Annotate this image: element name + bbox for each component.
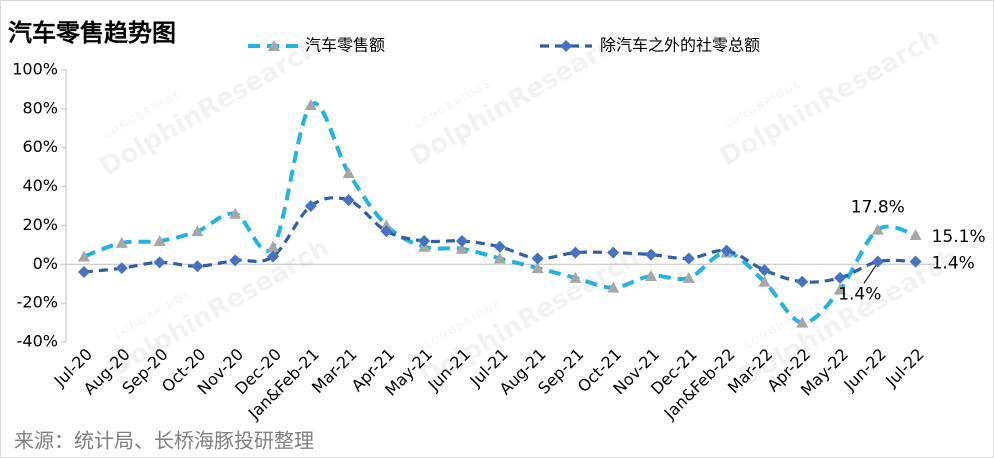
y-tick-label: -40%	[17, 332, 58, 351]
y-tick-label: -20%	[17, 293, 58, 312]
marker	[456, 234, 468, 247]
marker	[418, 234, 431, 247]
marker	[380, 219, 393, 231]
legend-marker	[560, 40, 572, 52]
marker	[909, 228, 922, 240]
marker	[871, 255, 884, 268]
marker	[191, 260, 204, 273]
marker	[191, 225, 204, 237]
marker	[909, 255, 922, 268]
y-tick-label: 80%	[22, 98, 58, 117]
line	[83, 196, 916, 284]
marker	[531, 252, 544, 265]
marker	[267, 250, 279, 263]
marker	[78, 250, 90, 262]
leader-line	[863, 265, 877, 284]
value-label: 1.4%	[838, 285, 881, 305]
legend-label: 汽车零售额	[305, 36, 385, 55]
source: 来源：统计局、长桥海豚投研整理	[14, 429, 314, 453]
marker	[380, 225, 393, 238]
marker	[78, 266, 90, 279]
marker	[569, 246, 582, 259]
marker	[342, 166, 355, 178]
marker	[304, 98, 317, 110]
marker	[682, 252, 695, 265]
marker	[645, 248, 657, 261]
marker	[796, 275, 809, 288]
legend-marker	[268, 40, 280, 51]
marker	[682, 271, 695, 283]
marker	[304, 200, 317, 212]
marker	[267, 240, 279, 252]
marker	[229, 207, 242, 219]
value-label: 17.8%	[851, 198, 905, 218]
marker	[153, 234, 166, 246]
marker	[493, 240, 506, 253]
marker	[834, 271, 846, 284]
marker	[758, 275, 771, 287]
y-tick-label: 60%	[22, 137, 58, 156]
y-tick-label: 40%	[22, 176, 58, 195]
marker	[229, 254, 242, 267]
marker	[531, 262, 544, 274]
value-label: 15.1%	[932, 227, 986, 247]
marker	[115, 236, 128, 248]
y-tick-label: 100%	[12, 60, 58, 79]
y-tick-label: 20%	[22, 215, 58, 234]
legend-label: 除汽车之外的社零总额	[600, 36, 760, 55]
marker	[834, 283, 846, 295]
marker	[115, 262, 128, 275]
marker	[569, 271, 582, 283]
marker	[493, 252, 506, 264]
chart-title: 汽车零售趋势图	[8, 19, 176, 47]
marker	[607, 246, 620, 259]
y-tick-label: 0%	[33, 254, 58, 273]
marker	[720, 244, 733, 257]
marker	[796, 316, 809, 328]
marker	[153, 256, 166, 269]
marker	[871, 223, 884, 235]
value-label: 1.4%	[932, 254, 975, 274]
marker	[645, 269, 657, 281]
marker	[607, 281, 620, 293]
marker	[456, 242, 468, 254]
marker	[342, 194, 355, 207]
marker	[758, 264, 771, 277]
